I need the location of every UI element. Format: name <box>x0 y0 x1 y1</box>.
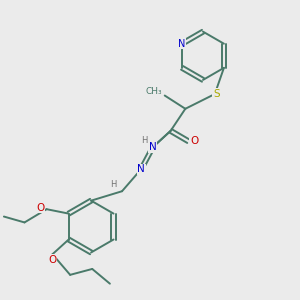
Text: H: H <box>111 180 117 189</box>
Text: H: H <box>142 136 148 145</box>
Text: N: N <box>149 142 157 152</box>
Text: N: N <box>178 39 186 49</box>
Text: S: S <box>213 89 220 99</box>
Text: N: N <box>137 164 145 174</box>
Text: CH₃: CH₃ <box>145 88 162 97</box>
Text: O: O <box>48 255 57 265</box>
Text: O: O <box>37 203 45 213</box>
Text: O: O <box>190 136 198 146</box>
